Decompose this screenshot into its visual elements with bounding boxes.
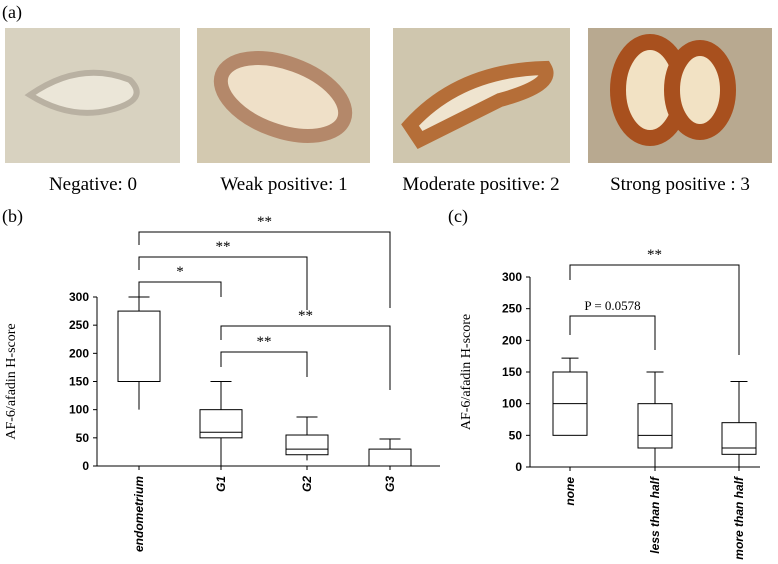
x-tick-label: less than half xyxy=(648,476,662,554)
micrograph xyxy=(197,28,370,163)
y-axis-label: AF-6/afadin H-score xyxy=(4,323,19,439)
significance-label: P = 0.0578 xyxy=(584,298,640,313)
y-tick-label: 300 xyxy=(69,290,89,304)
x-tick-label: none xyxy=(563,477,577,506)
x-tick-label: G1 xyxy=(214,476,228,492)
box xyxy=(285,434,329,456)
image-caption: Weak positive: 1 xyxy=(220,174,347,195)
significance-bracket xyxy=(138,231,391,308)
significance-label: ** xyxy=(257,214,272,230)
box xyxy=(368,448,412,467)
x-tick-label: more than half xyxy=(732,476,746,560)
panel-label: (b) xyxy=(2,206,23,227)
y-tick-label: 250 xyxy=(69,318,89,332)
micrograph xyxy=(588,28,772,163)
image-caption: Strong positive : 3 xyxy=(610,174,750,195)
y-tick-label: 150 xyxy=(502,365,522,379)
y-tick-label: 100 xyxy=(502,397,522,411)
x-tick-label: G3 xyxy=(383,476,397,492)
significance-label: ** xyxy=(216,239,231,255)
y-tick-label: 50 xyxy=(509,428,523,442)
y-tick-label: 100 xyxy=(69,403,89,417)
significance-label: ** xyxy=(257,334,272,350)
significance-bracket xyxy=(220,351,308,377)
y-tick-label: 0 xyxy=(82,459,89,473)
x-tick-label: endometrium xyxy=(132,476,146,552)
x-tick-label: G2 xyxy=(300,476,314,492)
significance-bracket xyxy=(138,256,308,310)
micrograph xyxy=(393,28,570,163)
y-tick-label: 200 xyxy=(69,346,89,360)
image-caption: Negative: 0 xyxy=(49,174,137,195)
significance-bracket xyxy=(138,281,222,297)
box xyxy=(199,409,243,439)
image-caption: Moderate positive: 2 xyxy=(402,174,559,195)
y-tick-label: 50 xyxy=(76,431,90,445)
y-tick-label: 150 xyxy=(69,375,89,389)
box xyxy=(117,310,161,383)
y-tick-label: 0 xyxy=(515,460,522,474)
significance-bracket xyxy=(569,264,740,355)
y-tick-label: 300 xyxy=(502,270,522,284)
y-axis-label: AF-6/afadin H-score xyxy=(459,314,474,430)
significance-label: ** xyxy=(298,308,313,324)
significance-bracket xyxy=(220,325,391,390)
significance-label: ** xyxy=(647,247,662,263)
panel-label: (a) xyxy=(2,2,22,23)
significance-bracket xyxy=(569,315,656,350)
significance-label: * xyxy=(176,264,184,280)
panel-label: (c) xyxy=(448,206,468,227)
micrograph xyxy=(5,28,180,163)
y-tick-label: 250 xyxy=(502,302,522,316)
box xyxy=(721,422,757,455)
box xyxy=(637,403,673,449)
y-tick-label: 200 xyxy=(502,333,522,347)
